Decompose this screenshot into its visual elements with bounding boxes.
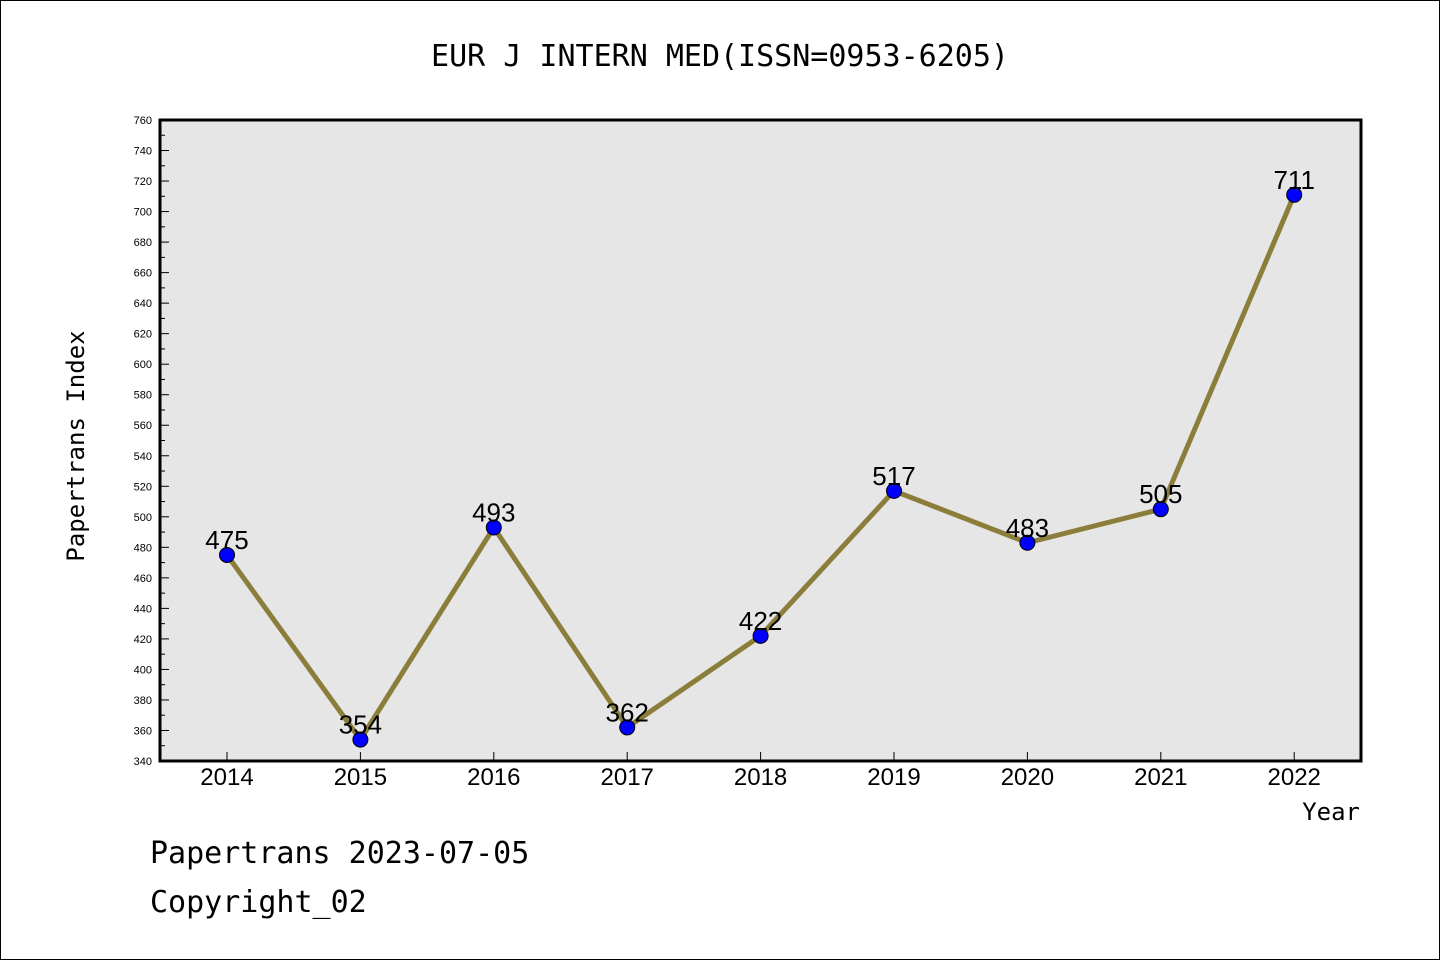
data-point [1152, 501, 1169, 518]
data-point [886, 482, 902, 499]
series-group: 475 354 493 362 422 517 483 505 711 [205, 165, 1315, 748]
y-tick-label: 620 [134, 329, 152, 341]
data-label: 493 [472, 497, 515, 527]
y-tick-label: 460 [134, 573, 152, 585]
y-axis: 340 360 380 400 420 440 460 480 500 520 540 560 580 6… [134, 115, 169, 768]
data-label: 475 [205, 525, 248, 555]
x-tick-label: 2020 [1001, 764, 1054, 791]
x-tick-label: 2016 [467, 764, 520, 791]
x-tick-label: 2017 [601, 764, 654, 791]
x-axis-title: Year [1302, 798, 1360, 826]
data-label: 422 [739, 606, 782, 636]
x-tick-label: 2021 [1134, 764, 1187, 791]
plot-area [158, 118, 1363, 763]
y-tick-label: 480 [134, 542, 152, 554]
y-tick-label: 660 [134, 268, 152, 280]
chart-title: EUR J INTERN MED(ISSN=0953-6205) [431, 39, 1009, 74]
y-tick-label: 520 [134, 481, 152, 493]
data-label: 362 [606, 697, 649, 727]
data-point [485, 519, 502, 536]
y-tick-label: 760 [134, 115, 152, 127]
y-tick-label: 640 [134, 298, 152, 310]
data-label: 505 [1139, 479, 1182, 509]
y-tick-label: 740 [134, 146, 152, 158]
y-tick-label: 540 [134, 451, 152, 463]
data-point [1286, 186, 1303, 203]
data-label: 711 [1273, 165, 1314, 195]
y-tick-label: 720 [134, 176, 152, 188]
y-tick-label: 600 [134, 359, 152, 371]
x-tick-label: 2019 [867, 764, 920, 791]
y-tick-label: 340 [134, 756, 152, 768]
data-label: 354 [339, 710, 382, 740]
data-point [219, 546, 235, 563]
y-tick-label: 580 [134, 390, 152, 402]
x-tick-label: 2014 [200, 764, 253, 791]
footer-date: Papertrans 2023-07-05 [150, 836, 530, 871]
data-label: 517 [872, 461, 915, 491]
x-tick-label: 2018 [734, 764, 787, 791]
data-point [619, 719, 636, 736]
y-tick-label: 680 [134, 237, 152, 249]
y-tick-label: 440 [134, 603, 152, 615]
data-point [1019, 534, 1036, 551]
y-tick-label: 560 [134, 420, 152, 432]
x-axis: 2014 2015 2016 2017 2018 2019 2020 2021 2022 [200, 752, 1321, 791]
y-tick-label: 700 [134, 207, 152, 219]
data-label: 483 [1006, 513, 1049, 543]
x-tick-label: 2015 [334, 764, 387, 791]
y-tick-label: 380 [134, 695, 152, 707]
y-tick-label: 360 [134, 725, 152, 737]
y-tick-label: 500 [134, 512, 152, 524]
y-axis-title: Papertrans Index [62, 330, 90, 561]
data-point [752, 627, 769, 644]
x-tick-label: 2022 [1268, 764, 1321, 791]
footer-copyright: Copyright_02 [150, 885, 367, 920]
y-tick-label: 420 [134, 634, 152, 646]
data-point [352, 731, 369, 748]
y-tick-label: 400 [134, 664, 152, 676]
